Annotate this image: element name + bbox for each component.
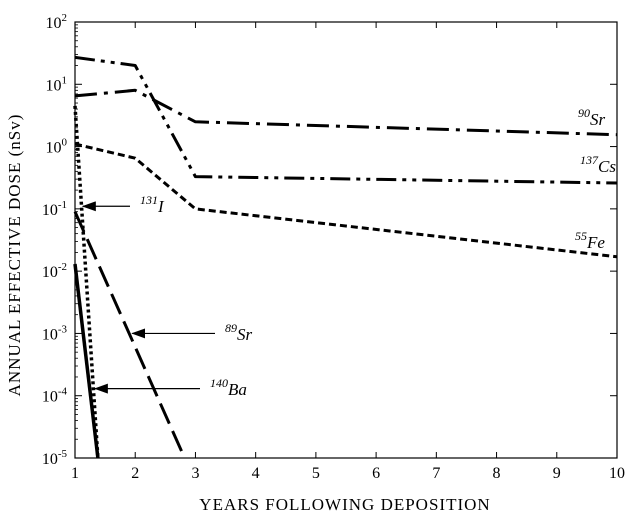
- series-line-137cs: [74, 55, 618, 185]
- series-layer: [73, 55, 618, 459]
- x-tick-label: 6: [372, 465, 380, 482]
- y-tick-label: 100: [46, 137, 68, 157]
- arrow-label-131i: 131I: [140, 193, 165, 216]
- x-tick-label: 10: [609, 465, 625, 482]
- x-tick-label: 8: [493, 465, 501, 482]
- x-axis-label: YEARS FOLLOWING DEPOSITION: [199, 495, 490, 514]
- label-layer: 90Sr 137Cs 55Fe 131I 89Sr 140Ba: [81, 106, 616, 399]
- arrow-label-140ba: 140Ba: [210, 376, 247, 399]
- x-tick-label: 2: [131, 465, 139, 482]
- y-tick-label: 102: [46, 12, 68, 32]
- plot-axes: 1 2 3 4 5 6 7 8 9 10 10-5 10-4 10-3 10-2 10-1 100 101 102: [42, 12, 625, 482]
- y-tick-label: 10-1: [42, 199, 67, 219]
- y-tick-label: 10-5: [42, 448, 68, 468]
- y-tick-label: 101: [46, 74, 68, 94]
- series-label-137cs: 137Cs: [580, 153, 616, 176]
- series-line-90sr: [74, 88, 618, 137]
- series-line-89sr: [73, 211, 186, 459]
- x-tick-label: 5: [312, 465, 320, 482]
- x-tick-label: 1: [71, 465, 79, 482]
- series-line-131i: [73, 105, 100, 459]
- x-tick-label: 7: [432, 465, 440, 482]
- y-tick-label: 10-3: [42, 323, 68, 343]
- series-line-140ba: [73, 263, 100, 459]
- arrow-label-89sr: 89Sr: [225, 321, 253, 344]
- x-tick-label: 4: [252, 465, 260, 482]
- plot-frame: [74, 21, 618, 459]
- series-label-90sr: 90Sr: [578, 106, 606, 129]
- x-tick-label: 3: [191, 465, 199, 482]
- x-tick-label: 9: [553, 465, 561, 482]
- y-tick-label: 10-2: [42, 261, 67, 281]
- y-tick-label: 10-4: [42, 386, 68, 406]
- y-axis-label: ANNUAL EFFECTIVE DOSE (nSv): [5, 114, 24, 397]
- series-line-55fe: [74, 142, 618, 259]
- series-label-55fe: 55Fe: [575, 229, 605, 252]
